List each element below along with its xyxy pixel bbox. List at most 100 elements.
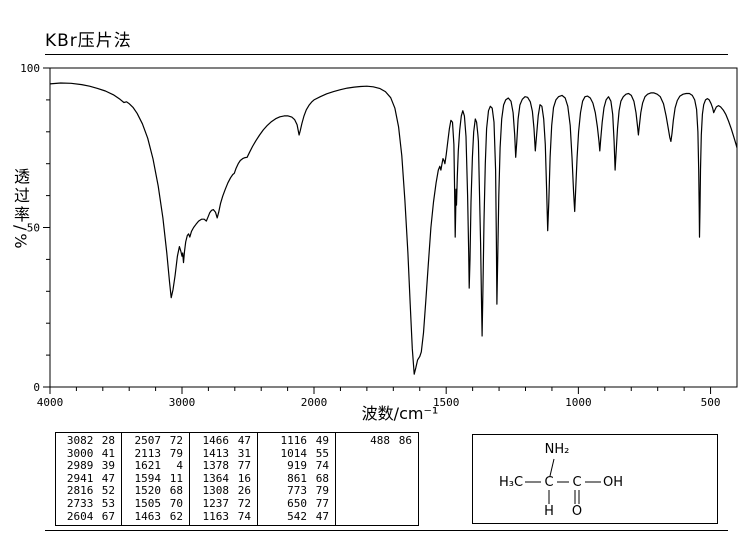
peak-wavenumber: 488 [370, 434, 390, 447]
peak-transmittance: 52 [101, 484, 115, 498]
peak-row: 919 74 [258, 460, 335, 473]
peak-wavenumber: 1413 [202, 446, 230, 460]
peak-row: 2816 52 [56, 485, 121, 498]
bottom-rule [45, 530, 728, 531]
peak-wavenumber: 1237 [202, 496, 230, 510]
atom-label-nh2: NH₂ [545, 442, 570, 457]
x-tick-label: 3000 [169, 396, 196, 409]
molecule-structure: NH₂ H₃C C C OH H O [472, 434, 718, 524]
peak-row: 488 86 [336, 434, 418, 448]
peak-transmittance: 74 [237, 509, 251, 523]
peak-transmittance: 31 [237, 446, 251, 460]
y-tick-label: 50 [27, 222, 40, 235]
peak-transmittance: 79 [169, 446, 183, 460]
y-tick-label: 0 [33, 381, 40, 394]
peak-row: 1520 68 [122, 485, 189, 498]
peak-wavenumber: 1163 [202, 509, 230, 523]
peak-wavenumber: 1505 [134, 496, 162, 510]
x-tick-label: 500 [701, 396, 721, 409]
y-axis-title: 透过率/% [11, 168, 30, 252]
peak-wavenumber: 1378 [202, 459, 230, 473]
peak-row: 1466 47 [190, 434, 257, 448]
peak-row: 1014 55 [258, 446, 335, 461]
peak-transmittance: 68 [169, 484, 183, 498]
peak-transmittance: 47 [315, 509, 329, 523]
peak-wavenumber: 542 [287, 509, 307, 523]
peak-transmittance: 86 [398, 434, 412, 447]
peak-transmittance: 79 [315, 484, 329, 498]
peak-transmittance: 28 [101, 434, 115, 447]
x-axis-title: 波数/cm⁻¹ [361, 404, 439, 423]
peak-table-column: 488 86 [336, 433, 418, 525]
peak-row: 2733 53 [56, 496, 121, 511]
peak-row: 2941 47 [56, 471, 121, 486]
peak-transmittance: 72 [237, 496, 251, 510]
x-tick-label: 1500 [433, 396, 460, 409]
peak-row: 2989 39 [56, 460, 121, 473]
peak-transmittance: 77 [237, 459, 251, 473]
peak-wavenumber: 773 [287, 484, 307, 498]
peak-row: 1621 4 [122, 460, 189, 473]
x-tick-label: 4000 [37, 396, 64, 409]
peak-wavenumber: 2816 [66, 484, 94, 498]
peak-transmittance: 55 [315, 446, 329, 460]
peak-row: 1463 62 [122, 509, 189, 524]
peak-row: 1378 77 [190, 460, 257, 473]
peak-row: 1237 72 [190, 496, 257, 511]
peak-row: 1163 74 [190, 509, 257, 524]
single-bond-line [549, 458, 555, 477]
peak-wavenumber: 2113 [134, 446, 162, 460]
peak-row: 1116 49 [258, 434, 335, 448]
page-title: KBr压片法 [45, 31, 132, 51]
peak-transmittance: 41 [101, 446, 115, 460]
peak-transmittance: 67 [101, 509, 115, 523]
peak-row: 773 79 [258, 485, 335, 498]
atom-label-o: O [572, 504, 582, 519]
peak-table-column: 1466 47 1413 31 1378 77 1364 16 1308 26 1237 72 1163… [190, 433, 258, 525]
peak-transmittance: 70 [169, 496, 183, 510]
atom-label-c2: C [572, 475, 581, 490]
peak-transmittance: 47 [101, 471, 115, 485]
peak-row: 650 77 [258, 496, 335, 511]
molecule-drawing: NH₂ H₃C C C OH H O [499, 442, 623, 519]
peak-transmittance: 53 [101, 496, 115, 510]
peak-transmittance: 62 [169, 509, 183, 523]
peak-row: 2507 72 [122, 434, 189, 448]
title-rule: KBr压片法 [45, 26, 728, 55]
peak-table-column: 2507 72 2113 79 1621 4 1594 11 1520 68 1505 70 1463 6… [122, 433, 190, 525]
atom-label-h3c: H₃C [499, 475, 523, 490]
peak-wavenumber: 2604 [66, 509, 94, 523]
peak-row: 1364 16 [190, 471, 257, 486]
peak-wavenumber: 3082 [66, 434, 94, 447]
peak-table-column: 3082 28 3000 41 2989 39 2941 47 2816 52 2733 53 2604… [56, 433, 122, 525]
peak-row: 1505 70 [122, 496, 189, 511]
peak-wavenumber: 650 [287, 496, 307, 510]
peak-transmittance: 47 [237, 434, 251, 447]
peak-wavenumber: 1520 [134, 484, 162, 498]
peak-wavenumber: 1594 [134, 471, 162, 485]
peak-transmittance: 68 [315, 471, 329, 485]
x-tick-label: 2000 [301, 396, 328, 409]
peak-transmittance: 77 [315, 496, 329, 510]
peak-wavenumber: 1463 [134, 509, 162, 523]
peak-table-column: 1116 49 1014 55 919 74 861 68 773 79 650 77 542 47 [258, 433, 336, 525]
peak-wavenumber: 3000 [66, 446, 94, 460]
peak-row: 1308 26 [190, 485, 257, 498]
peak-row: 1413 31 [190, 446, 257, 461]
atom-label-c1: C [544, 475, 553, 490]
peak-row: 2604 67 [56, 509, 121, 524]
peak-row: 861 68 [258, 471, 335, 486]
atom-label-h: H [544, 504, 554, 519]
x-tick-label: 1000 [565, 396, 592, 409]
peak-wavenumber: 2941 [66, 471, 94, 485]
atom-label-oh: OH [603, 475, 623, 490]
y-tick-label: 100 [20, 62, 40, 75]
peak-wavenumber: 1364 [202, 471, 230, 485]
peak-table: 3082 28 3000 41 2989 39 2941 47 2816 52 2733 53 2604… [55, 432, 419, 526]
peak-transmittance: 49 [315, 434, 329, 447]
peak-wavenumber: 2989 [66, 459, 94, 473]
peak-wavenumber: 1621 [134, 459, 162, 473]
peak-transmittance: 74 [315, 459, 329, 473]
peak-wavenumber: 1014 [280, 446, 308, 460]
